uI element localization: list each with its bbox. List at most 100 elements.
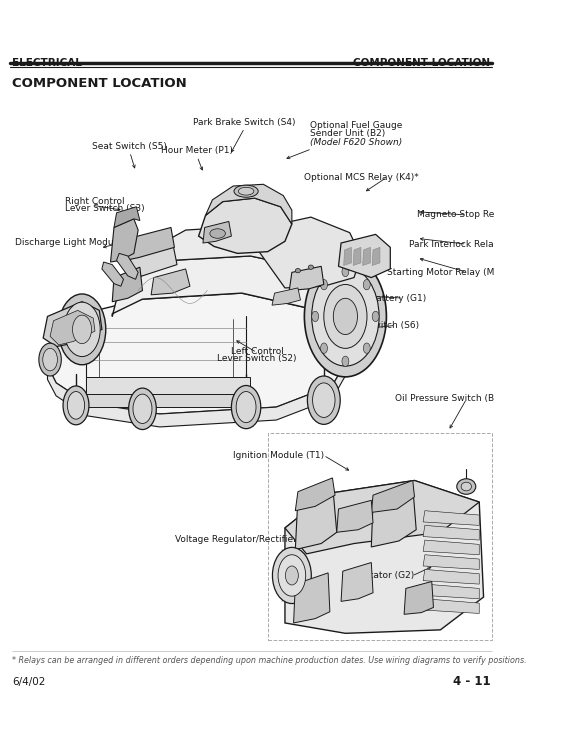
Text: Stator (G2): Stator (G2) bbox=[364, 572, 414, 581]
Ellipse shape bbox=[295, 268, 301, 273]
Ellipse shape bbox=[39, 343, 61, 376]
Polygon shape bbox=[285, 481, 479, 554]
Polygon shape bbox=[362, 247, 370, 265]
Ellipse shape bbox=[342, 266, 349, 277]
Polygon shape bbox=[47, 293, 350, 414]
Bar bbox=[268, 433, 492, 640]
Polygon shape bbox=[102, 262, 124, 287]
Text: Optional Fuel Gauge: Optional Fuel Gauge bbox=[310, 121, 403, 130]
Polygon shape bbox=[423, 584, 479, 599]
Ellipse shape bbox=[364, 280, 370, 290]
Text: Right Control: Right Control bbox=[65, 198, 124, 207]
Ellipse shape bbox=[231, 386, 261, 429]
Polygon shape bbox=[50, 311, 95, 345]
Polygon shape bbox=[112, 256, 350, 329]
Polygon shape bbox=[110, 219, 138, 262]
Polygon shape bbox=[295, 478, 335, 511]
Ellipse shape bbox=[133, 394, 152, 423]
Ellipse shape bbox=[210, 229, 225, 238]
Polygon shape bbox=[423, 599, 479, 614]
Polygon shape bbox=[423, 526, 479, 540]
Text: Starting Motor Relay (M: Starting Motor Relay (M bbox=[387, 268, 494, 277]
Text: Lever Switch (S2): Lever Switch (S2) bbox=[217, 354, 297, 363]
Polygon shape bbox=[371, 481, 414, 512]
Polygon shape bbox=[114, 207, 140, 227]
Text: Ignition Module (T1): Ignition Module (T1) bbox=[234, 450, 324, 459]
Ellipse shape bbox=[286, 566, 298, 585]
Text: 6/4/02: 6/4/02 bbox=[12, 677, 46, 687]
Text: Battery (G1): Battery (G1) bbox=[370, 293, 427, 302]
Ellipse shape bbox=[68, 392, 84, 419]
Ellipse shape bbox=[72, 315, 91, 344]
Ellipse shape bbox=[457, 479, 476, 494]
Polygon shape bbox=[43, 302, 102, 347]
Ellipse shape bbox=[342, 356, 349, 366]
Ellipse shape bbox=[129, 388, 156, 429]
Ellipse shape bbox=[238, 187, 254, 195]
Polygon shape bbox=[47, 355, 350, 427]
Polygon shape bbox=[151, 269, 190, 295]
Polygon shape bbox=[289, 266, 324, 290]
Ellipse shape bbox=[307, 376, 340, 424]
Polygon shape bbox=[344, 247, 351, 265]
Ellipse shape bbox=[58, 294, 106, 365]
Text: * Relays can be arranged in different orders depending upon machine production d: * Relays can be arranged in different or… bbox=[12, 656, 527, 665]
Text: COMPONENT LOCATION: COMPONENT LOCATION bbox=[12, 77, 187, 90]
Text: PTO Switch (S6): PTO Switch (S6) bbox=[347, 321, 419, 330]
Polygon shape bbox=[199, 198, 292, 253]
Ellipse shape bbox=[236, 392, 256, 423]
Polygon shape bbox=[423, 555, 479, 569]
Polygon shape bbox=[371, 487, 416, 547]
Text: Hour Meter (P1): Hour Meter (P1) bbox=[161, 146, 233, 155]
Text: 4 - 11: 4 - 11 bbox=[453, 675, 491, 688]
Ellipse shape bbox=[334, 299, 357, 335]
Ellipse shape bbox=[272, 547, 312, 604]
Polygon shape bbox=[86, 377, 250, 394]
Text: (Model F620 Shown): (Model F620 Shown) bbox=[310, 138, 403, 147]
Polygon shape bbox=[285, 481, 484, 633]
Polygon shape bbox=[203, 221, 231, 243]
Text: Lever Switch (S3): Lever Switch (S3) bbox=[65, 204, 144, 213]
Polygon shape bbox=[128, 243, 177, 277]
Polygon shape bbox=[372, 247, 380, 265]
Polygon shape bbox=[117, 253, 138, 279]
Polygon shape bbox=[423, 569, 479, 584]
Ellipse shape bbox=[372, 311, 379, 322]
Text: Seat Switch (S5): Seat Switch (S5) bbox=[92, 141, 167, 150]
Ellipse shape bbox=[305, 256, 387, 377]
Text: Sender Unit (B2): Sender Unit (B2) bbox=[310, 129, 386, 138]
Polygon shape bbox=[337, 500, 373, 532]
Polygon shape bbox=[259, 217, 361, 288]
Text: Optional MCS Relay (K4)*: Optional MCS Relay (K4)* bbox=[305, 173, 419, 182]
Polygon shape bbox=[125, 227, 175, 260]
Ellipse shape bbox=[461, 482, 472, 491]
Polygon shape bbox=[423, 511, 479, 526]
Ellipse shape bbox=[234, 185, 258, 197]
Text: Magneto Stop Re: Magneto Stop Re bbox=[417, 211, 494, 220]
Polygon shape bbox=[272, 288, 301, 305]
Ellipse shape bbox=[313, 383, 335, 417]
Ellipse shape bbox=[312, 267, 379, 366]
Polygon shape bbox=[294, 573, 330, 623]
Polygon shape bbox=[423, 540, 479, 555]
Ellipse shape bbox=[324, 284, 367, 348]
Text: Park Interlock Rela: Park Interlock Rela bbox=[409, 240, 494, 249]
Polygon shape bbox=[295, 483, 337, 550]
Text: Discharge Light Module (A1): Discharge Light Module (A1) bbox=[15, 238, 143, 247]
Ellipse shape bbox=[321, 280, 328, 290]
Ellipse shape bbox=[43, 348, 57, 371]
Polygon shape bbox=[404, 581, 434, 614]
Text: Park Brake Switch (S4): Park Brake Switch (S4) bbox=[193, 117, 296, 126]
Text: Oil Pressure Switch (B: Oil Pressure Switch (B bbox=[395, 394, 494, 403]
Ellipse shape bbox=[364, 343, 370, 353]
Text: Voltage Regulator/Rectifier (N1): Voltage Regulator/Rectifier (N1) bbox=[175, 535, 320, 544]
Polygon shape bbox=[138, 226, 346, 293]
Ellipse shape bbox=[278, 555, 306, 596]
Polygon shape bbox=[353, 247, 361, 265]
Text: ELECTRICAL: ELECTRICAL bbox=[12, 58, 82, 68]
Polygon shape bbox=[339, 235, 390, 277]
Ellipse shape bbox=[308, 265, 313, 269]
Polygon shape bbox=[341, 562, 373, 602]
Ellipse shape bbox=[321, 343, 328, 353]
Polygon shape bbox=[112, 267, 142, 302]
